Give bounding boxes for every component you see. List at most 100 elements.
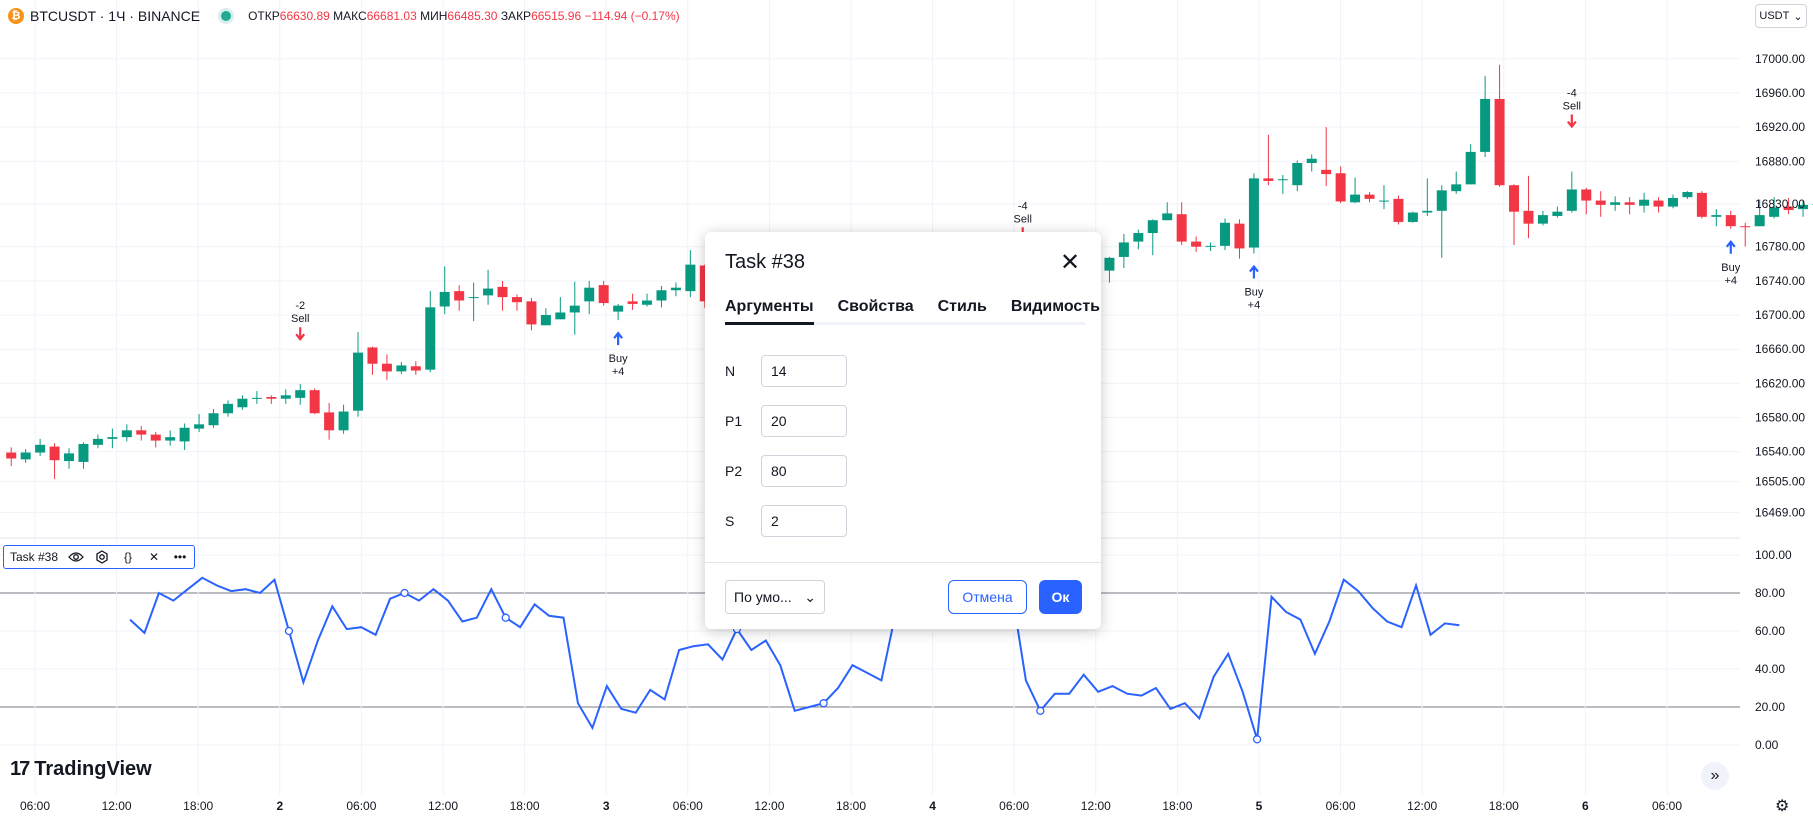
candle-body: [598, 285, 609, 304]
candle-body: [1653, 200, 1664, 207]
candle-body: [121, 430, 132, 438]
oscillator-tick-label: 0.00: [1755, 738, 1779, 752]
candle-body: [425, 307, 436, 370]
candle-body: [1566, 189, 1577, 211]
candle-body: [237, 398, 248, 408]
time-tick-label: 5: [1256, 799, 1263, 813]
candle-body: [555, 312, 566, 320]
candle-body: [150, 434, 161, 441]
eye-icon[interactable]: [68, 549, 84, 565]
signal-point: [1252, 735, 1262, 744]
candle-body: [1783, 206, 1794, 210]
indicator-legend[interactable]: Task #38 {} ✕ •••: [3, 545, 196, 569]
tab-properties[interactable]: Свойства: [837, 298, 914, 315]
field-row-s: S: [725, 504, 847, 538]
tradingview-logo[interactable]: 17 TradingView: [10, 758, 152, 781]
candle-body: [1277, 179, 1288, 181]
candle-body: [1162, 213, 1173, 221]
candle-body: [627, 301, 638, 304]
price-tick-label: 16580.00: [1755, 411, 1805, 425]
tab-visibility[interactable]: Видимость: [1010, 298, 1100, 315]
candle-body: [1422, 210, 1433, 213]
candle-body: [1393, 198, 1404, 222]
candle-body: [468, 297, 479, 299]
indicator-name[interactable]: Task #38: [10, 550, 59, 564]
candle-body: [439, 291, 450, 307]
signal-point: [501, 613, 510, 622]
template-select[interactable]: По умо... ⌄: [725, 580, 825, 614]
time-tick-label: 12:00: [428, 799, 458, 813]
time-tick-label: 18:00: [836, 799, 866, 813]
time-axis[interactable]: 06:00 12:00 18:00 2 06:00 12:00 18:00 3 06:00 12:…: [20, 799, 1682, 813]
time-tick-label: 2: [276, 799, 283, 813]
candle-body: [1407, 212, 1418, 222]
time-tick-label: 06:00: [1652, 799, 1682, 813]
candle-body: [179, 427, 190, 442]
tab-style[interactable]: Стиль: [937, 298, 987, 315]
price-tick-label: 16960.00: [1755, 86, 1805, 100]
candle-body: [1350, 194, 1361, 203]
candle-body: [1610, 202, 1621, 205]
dialog-tabs: Аргументы Свойства Стиль Видимость: [725, 298, 1100, 325]
candle-body: [324, 412, 335, 431]
candle-body: [699, 265, 710, 302]
candle-body: [1133, 233, 1144, 242]
s-input[interactable]: [761, 505, 847, 537]
chevron-down-icon: ⌄: [804, 588, 816, 605]
candle-body: [1465, 151, 1476, 185]
p1-input[interactable]: [761, 405, 847, 437]
oscillator-tick-label: 100.00: [1755, 548, 1792, 562]
candle-body: [136, 430, 147, 435]
time-tick-label: 18:00: [1162, 799, 1192, 813]
candle-body: [1147, 220, 1158, 234]
candle-body: [295, 390, 306, 398]
signal-point: [284, 626, 294, 636]
candle-body: [584, 287, 595, 302]
candle-body: [670, 287, 681, 291]
settings-icon[interactable]: [94, 549, 110, 565]
signal-point: [1036, 706, 1045, 715]
settings-icon[interactable]: ⚙: [1775, 798, 1790, 815]
scroll-to-realtime-button[interactable]: »: [1701, 762, 1729, 790]
candle-body: [49, 446, 60, 461]
candle-body: [497, 286, 508, 298]
close-icon[interactable]: ✕: [149, 550, 160, 564]
arrow-up-icon: [1249, 264, 1259, 279]
indicator-settings-dialog: Task #38 ✕ Аргументы Свойства Стиль Види…: [705, 232, 1101, 629]
candle-body: [526, 301, 537, 325]
oscillator-tick-label: 80.00: [1755, 586, 1785, 600]
field-row-p1: P1: [725, 404, 847, 438]
ok-button[interactable]: Ок: [1039, 580, 1082, 614]
n-input[interactable]: [761, 355, 847, 387]
candle-body: [1523, 210, 1534, 224]
candle-body: [1306, 158, 1317, 164]
signal-point: [400, 588, 409, 598]
candle-body: [266, 397, 277, 399]
candle-body: [1364, 194, 1375, 199]
sell-marker-label: Sell: [1563, 101, 1581, 113]
candle-body: [338, 411, 349, 431]
oscillator-axis[interactable]: 100.00 80.00 60.00 40.00 20.00 0.00: [1755, 548, 1792, 752]
close-icon[interactable]: ✕: [1059, 249, 1081, 276]
price-axis[interactable]: 17000.00 16960.00 16920.00 16880.00 16830.00…: [1755, 52, 1805, 520]
candle-body: [1494, 98, 1505, 186]
cancel-button[interactable]: Отмена: [948, 580, 1027, 614]
more-icon[interactable]: •••: [173, 550, 187, 564]
candle-body: [251, 397, 262, 399]
candle-body: [1234, 223, 1245, 249]
currency-select[interactable]: USDT ⌄: [1755, 4, 1807, 28]
tab-arguments[interactable]: Аргументы: [725, 298, 814, 325]
candle-body: [1537, 215, 1548, 224]
buy-marker-label: +4: [612, 366, 625, 378]
close-value: 66515.96: [531, 9, 582, 23]
p2-input[interactable]: [761, 455, 847, 487]
symbol-title[interactable]: BTCUSDT · 1Ч · BINANCE: [30, 8, 201, 24]
time-tick-label: 12:00: [102, 799, 132, 813]
candle-body: [540, 315, 551, 326]
source-code-icon[interactable]: {}: [124, 550, 133, 564]
chart-header: ₿ BTCUSDT · 1Ч · BINANCE ОТКР66630.89 МА…: [8, 6, 680, 26]
candle-body: [381, 363, 392, 372]
field-row-p2: P2: [725, 454, 847, 488]
candle-body: [20, 452, 31, 460]
